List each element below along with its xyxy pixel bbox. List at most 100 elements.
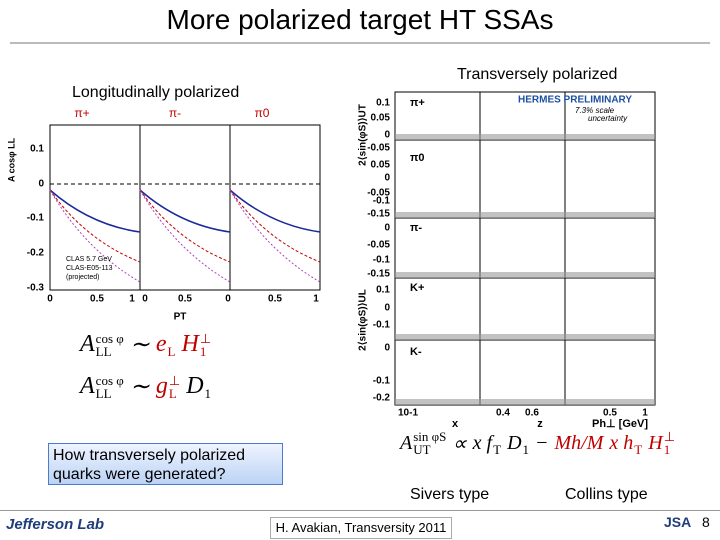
theory-curve	[49, 189, 141, 283]
theory-curve	[229, 189, 321, 263]
formula-part: H ⊥ 1	[181, 331, 211, 358]
note: 7.3% scale	[575, 106, 615, 115]
formula-part: D 1	[186, 373, 211, 400]
formula-base: −	[535, 431, 549, 454]
x-tick-label: 0.4	[496, 408, 510, 419]
y-tick-label: -0.15	[367, 269, 390, 280]
formula-sup: sin φS	[413, 429, 447, 444]
theory-curve	[139, 189, 231, 283]
y-tick-label: -0.1	[27, 213, 45, 224]
formula-sup: cos φ	[95, 372, 124, 388]
row-frame	[394, 217, 656, 279]
formula-sup: cos φ	[95, 330, 124, 346]
y-tick-label: -0.05	[367, 143, 390, 154]
formula-scripts: 1	[523, 430, 530, 456]
footer-rule	[0, 510, 720, 511]
formula-part: g ⊥ L	[156, 373, 180, 400]
y-tick-label: 0	[384, 343, 390, 354]
formula-scripts: T	[493, 430, 501, 456]
formula-base: ∼	[129, 374, 150, 400]
theory-curve	[49, 189, 141, 233]
y-tick-label: 0	[384, 173, 390, 184]
formula-scripts: ⊥ L	[169, 374, 180, 400]
slide-title: More polarized target HT SSAs	[166, 4, 554, 35]
theory-curve	[139, 189, 231, 263]
x-tick-label: 0.5	[268, 294, 282, 305]
formula-sup: ⊥	[199, 330, 212, 346]
y-axis-label: 2⟨sin(φS)⟩UT	[358, 104, 369, 166]
formula-sub: LL	[95, 385, 112, 401]
y-tick-label: 0.1	[376, 98, 390, 109]
formula-part: x f T	[473, 430, 501, 457]
brand: HERMES PRELIMINARY	[518, 95, 632, 106]
x-axis-label: x	[452, 418, 459, 430]
formula-base: ∝	[452, 432, 467, 455]
y-tick-label: -0.05	[367, 240, 390, 251]
y-tick-label: 0.1	[376, 285, 390, 296]
formula-sub: T	[634, 442, 643, 457]
row-frame	[394, 339, 656, 406]
row-label: K+	[410, 282, 424, 294]
y-tick-label: -0.15	[367, 209, 390, 220]
y-axis-label: A cosφ LL	[6, 137, 16, 182]
footer-logo: Jefferson Lab	[6, 516, 105, 533]
formula-scripts: ⊥ 1	[664, 430, 675, 456]
panel-label: π0	[255, 106, 270, 120]
footer-credit: H. Avakian, Transversity 2011	[270, 517, 452, 539]
row-label: π+	[410, 97, 425, 109]
y-tick-label: -0.1	[373, 196, 391, 207]
title-rule	[10, 42, 710, 44]
formula-part: ∼	[130, 372, 150, 401]
systematic-band	[395, 399, 655, 405]
formula-scripts: L	[168, 332, 176, 358]
x-tick-label: 0.5	[90, 294, 104, 305]
formula-base: ∼	[129, 332, 150, 358]
formula-sub: 1	[522, 442, 530, 457]
sivers-label: Sivers type	[410, 486, 490, 503]
formula-base: H	[181, 331, 199, 357]
x-axis-label: Ph⊥ [GeV]	[592, 418, 648, 430]
left-title: Longitudinally polarized	[72, 84, 240, 101]
theory-curve	[49, 189, 141, 263]
row-frame	[394, 139, 656, 219]
x-tick-label: 1	[642, 408, 648, 419]
x-tick-label: 0	[47, 294, 53, 305]
formula-scripts: ⊥ 1	[200, 332, 211, 358]
row-label: π0	[410, 152, 425, 164]
systematic-band	[395, 272, 655, 278]
formula-part: e L	[156, 331, 176, 358]
y-tick-label: -0.3	[27, 283, 45, 294]
y-tick-label: -0.2	[373, 393, 391, 404]
panel-label: π+	[74, 106, 89, 120]
formula-base: g	[155, 373, 168, 399]
x-tick-label: 0	[142, 294, 148, 305]
formula-scripts: cos φ LL	[96, 332, 124, 358]
formula-part: −	[535, 432, 549, 455]
formula-part: ∝	[452, 431, 466, 456]
x-tick-label: 0.5	[603, 408, 617, 419]
systematic-band	[395, 212, 655, 218]
legend-text: (projected)	[66, 274, 99, 281]
footer-jsa: JSA	[664, 514, 692, 530]
formula-base: A	[80, 331, 95, 357]
formula-sub: L	[168, 385, 177, 401]
left-frame	[49, 124, 321, 291]
right-title: Transversely polarized	[457, 66, 618, 83]
page-number: 8	[702, 514, 710, 530]
formula-scripts: 1	[205, 374, 212, 400]
y-tick-label: -0.1	[373, 255, 391, 266]
formula-base: Mh/M	[554, 431, 604, 454]
formula-sub: LL	[95, 343, 112, 359]
legend-text: CLAS-E05-113	[66, 265, 113, 272]
collins-label: Collins type	[565, 486, 648, 503]
formula-sub: 1	[663, 442, 671, 457]
formula-sup	[205, 374, 212, 387]
formula-sub: UT	[413, 442, 431, 457]
formula-scripts: sin φS UT	[413, 430, 446, 456]
